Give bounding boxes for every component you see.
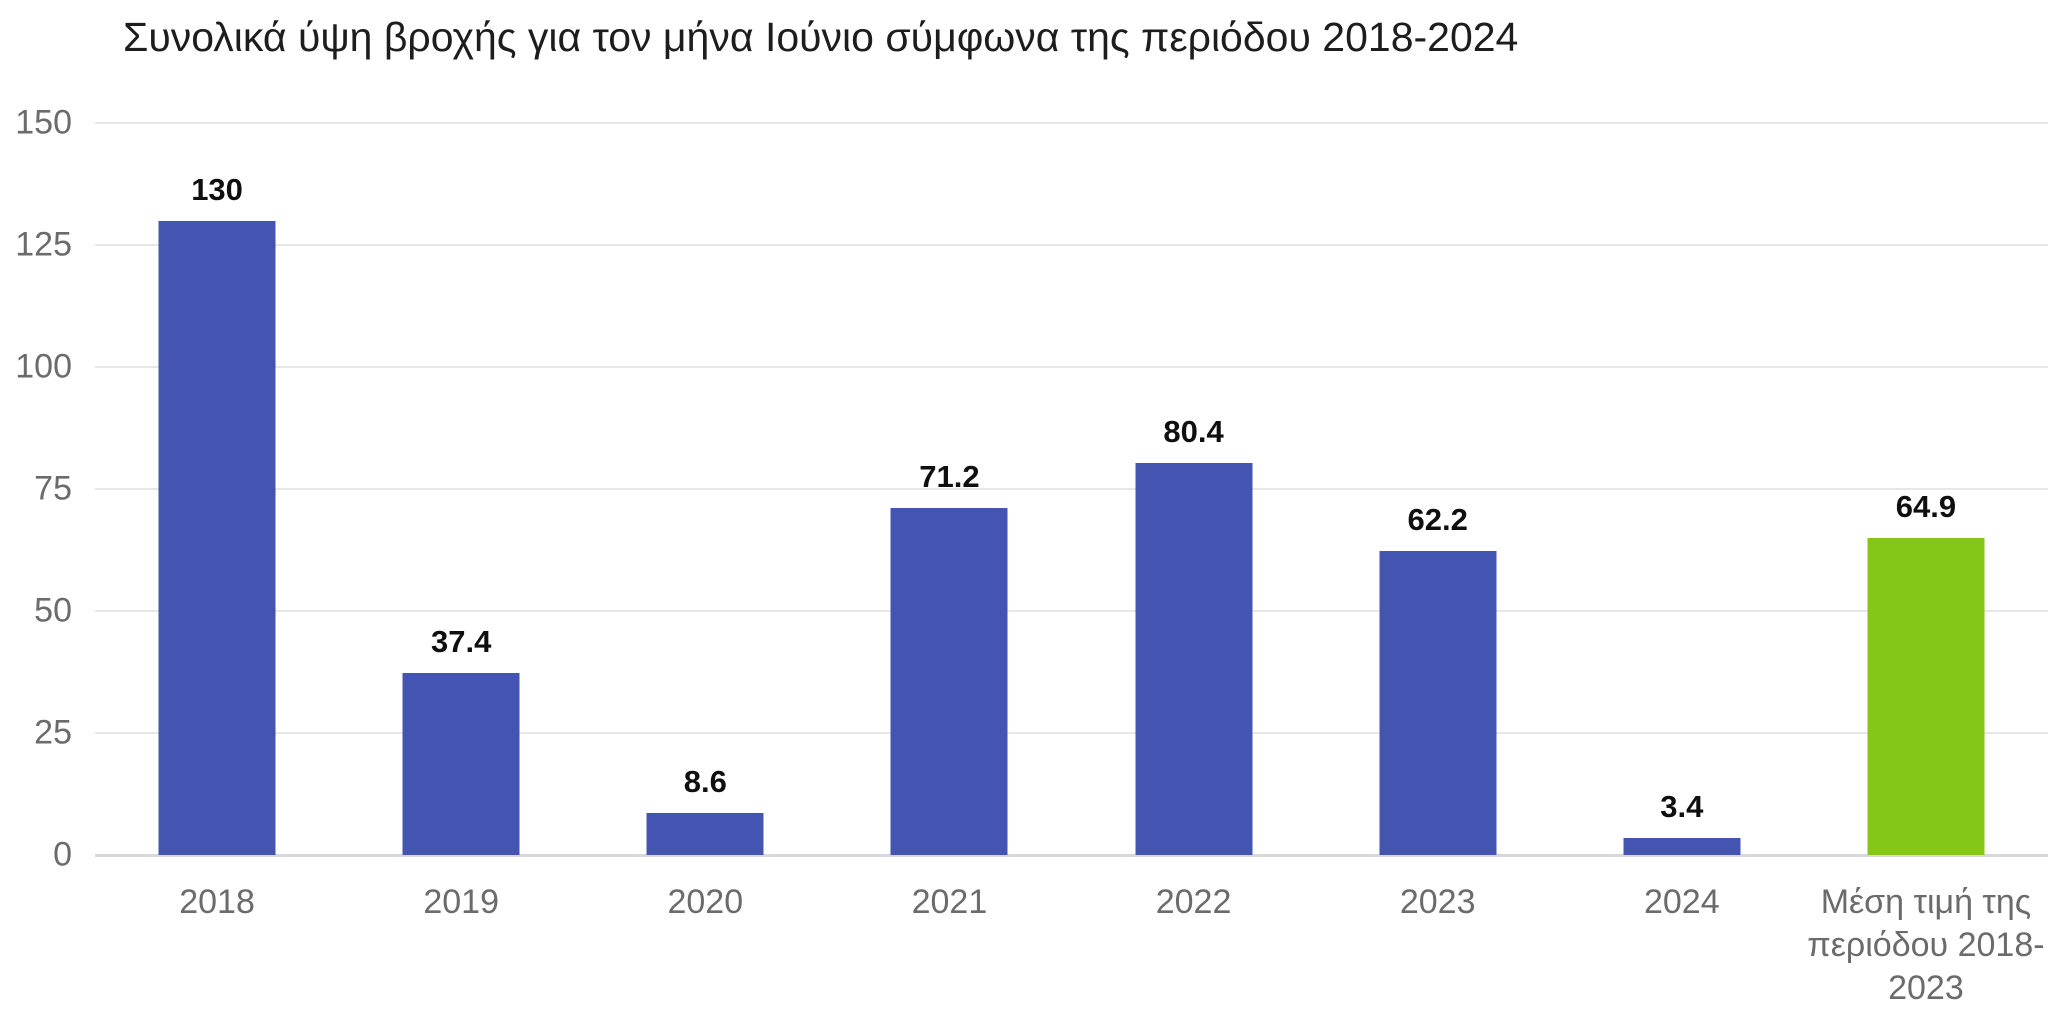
y-tick-label: 100 bbox=[15, 347, 72, 386]
bar-2023[interactable] bbox=[1379, 551, 1497, 855]
bar-2021[interactable] bbox=[890, 507, 1008, 855]
bar-group: 71.2 2021 bbox=[827, 123, 1071, 921]
gridline bbox=[95, 732, 2048, 734]
gridline bbox=[95, 609, 2048, 612]
x-axis-baseline bbox=[95, 854, 2048, 857]
bar-value-label: 37.4 bbox=[431, 623, 492, 659]
plot-area: 130 2018 37.4 2019 8.6 2020 71.2 2021 80.4 2022 62… bbox=[95, 122, 2048, 1007]
bar-value-label: 130 bbox=[191, 171, 243, 207]
y-tick-label: 0 bbox=[53, 835, 72, 874]
bar-2024[interactable] bbox=[1623, 838, 1741, 855]
chart-title: Συνολικά ύψη βροχής για τον μήνα Ιούνιο … bbox=[123, 14, 1519, 60]
bar-group: 37.4 2019 bbox=[339, 123, 583, 921]
bar-group: 80.4 2022 bbox=[1072, 123, 1316, 921]
bar-2019[interactable] bbox=[402, 672, 520, 855]
bar-2022[interactable] bbox=[1135, 462, 1253, 855]
y-axis-labels: 150 125 100 75 50 25 0 bbox=[0, 104, 72, 874]
x-axis-label: 2022 bbox=[1155, 883, 1232, 921]
x-axis-label: 2021 bbox=[911, 883, 988, 921]
bar-group: 3.4 2024 bbox=[1560, 123, 1804, 921]
bars: 130 2018 37.4 2019 8.6 2020 71.2 2021 80.4 2022 62… bbox=[95, 123, 2048, 1007]
bar-value-label: 80.4 bbox=[1163, 413, 1224, 449]
x-axis-label: 2020 bbox=[667, 883, 744, 921]
gridline bbox=[95, 122, 2048, 124]
x-axis-label: 2023 bbox=[1399, 883, 1476, 921]
y-tick-label: 50 bbox=[34, 591, 72, 630]
gridline bbox=[95, 365, 2048, 368]
bar-value-label: 71.2 bbox=[919, 458, 980, 494]
bar-value-label: 3.4 bbox=[1660, 789, 1704, 825]
y-tick-label: 150 bbox=[15, 103, 72, 142]
x-axis-label: Μέση τιμή της περιόδου 2018-2023 bbox=[1807, 883, 2045, 1007]
bar-value-label: 62.2 bbox=[1407, 502, 1468, 538]
bar-group: 62.2 2023 bbox=[1316, 123, 1560, 921]
bar-value-label: 64.9 bbox=[1895, 489, 1957, 525]
gridline bbox=[95, 243, 2048, 246]
bar-2018[interactable] bbox=[158, 220, 276, 855]
bar-group: 8.6 2020 bbox=[583, 123, 827, 921]
gridline bbox=[95, 488, 2048, 490]
x-axis-label: 2018 bbox=[179, 883, 255, 921]
bar-value-label: 8.6 bbox=[683, 764, 727, 800]
bar-2020[interactable] bbox=[646, 813, 764, 855]
bar-group: 64.9 Μέση τιμή της περιόδου 2018-2023 bbox=[1804, 123, 2048, 1007]
bar-average[interactable] bbox=[1867, 538, 1985, 855]
y-tick-label: 25 bbox=[34, 713, 72, 752]
y-tick-label: 75 bbox=[34, 469, 72, 508]
y-tick-label: 125 bbox=[15, 225, 72, 264]
x-axis-label: 2019 bbox=[423, 883, 499, 921]
bar-group: 130 2018 bbox=[95, 123, 339, 921]
gridlines bbox=[95, 122, 2048, 857]
x-axis-label: 2024 bbox=[1643, 883, 1720, 921]
